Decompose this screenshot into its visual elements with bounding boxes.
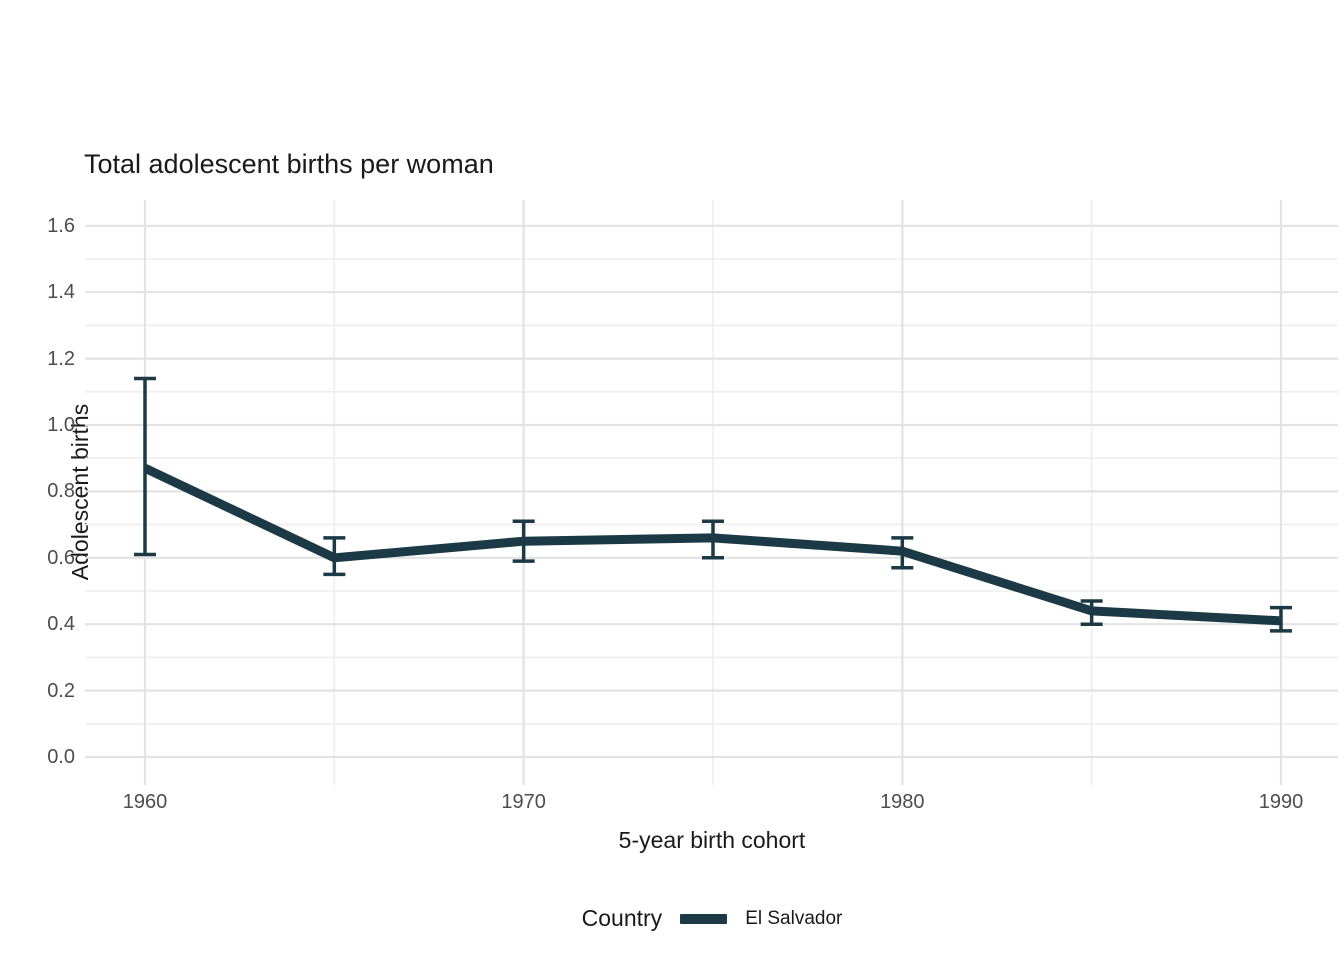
y-tick-label: 0.6 <box>47 546 75 569</box>
gridlines-major <box>85 200 1338 785</box>
y-tick-label: 0.4 <box>47 613 75 636</box>
legend-item-label: El Salvador <box>745 907 843 929</box>
y-tick-label: 0.8 <box>47 480 75 503</box>
y-tick-label: 1.6 <box>47 214 75 237</box>
x-tick-label: 1990 <box>1258 791 1304 813</box>
chart-title: Total adolescent births per woman <box>84 149 494 179</box>
y-tick-label: 0.0 <box>47 746 75 768</box>
x-tick-label: 1980 <box>880 791 925 813</box>
series-line-el-salvador <box>143 464 1282 626</box>
y-tick-label: 1.0 <box>47 414 75 436</box>
legend-title: Country <box>581 905 663 931</box>
data-line <box>143 464 1282 626</box>
x-axis-title: 5-year birth cohort <box>618 827 806 853</box>
x-tick-label: 1970 <box>501 791 546 813</box>
y-tick-label: 1.2 <box>47 347 75 370</box>
y-tick-label: 1.4 <box>47 281 75 304</box>
x-tick-label: 1960 <box>122 791 168 813</box>
legend: Country El Salvador <box>0 905 1344 932</box>
legend-line-swatch <box>680 913 728 924</box>
y-tick-label: 0.2 <box>47 679 75 702</box>
